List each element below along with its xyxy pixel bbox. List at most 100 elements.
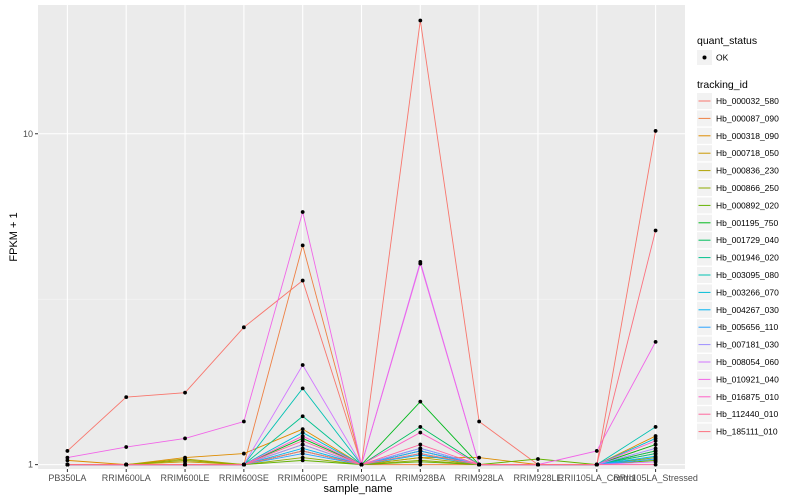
point-Hb_000032_580-1: [124, 395, 129, 399]
point-Hb_000892_020-6: [418, 459, 423, 464]
y-tick-label-1: 10: [23, 129, 33, 139]
x-tick-label-10: RRII105LA_Stressed: [613, 473, 698, 483]
point-Hb_010921_040-6: [418, 261, 423, 266]
point-Hb_112440_010-10: [653, 462, 658, 467]
legend-quant-status-items: OK: [697, 50, 729, 65]
point-Hb_005656_110-10: [653, 457, 658, 461]
x-tick-label-3: RRIM600SE: [219, 473, 269, 483]
point-Hb_000032_580-2: [183, 390, 187, 395]
x-tick-label-7: RRIM928LA: [455, 473, 504, 483]
point-Hb_008054_060-4: [300, 363, 305, 367]
legend-label-Hb_000087_090: Hb_000087_090: [716, 113, 779, 123]
y-tick-label-0: 1: [28, 460, 33, 470]
point-Hb_000318_090-7: [477, 455, 482, 460]
legend: quant_status OK tracking_id Hb_000032_58…: [697, 35, 779, 440]
point-Hb_185111_010-8: [536, 462, 540, 467]
legend-label-Hb_001946_020: Hb_001946_020: [716, 253, 779, 263]
point-Hb_004267_030-10: [653, 454, 658, 459]
legend-label-Hb_000032_580: Hb_000032_580: [716, 96, 779, 106]
point-Hb_000836_230-6: [418, 455, 423, 460]
point-Hb_000032_580-3: [241, 325, 246, 330]
legend-label-Hb_010921_040: Hb_010921_040: [716, 374, 779, 384]
point-Hb_007181_030-10: [653, 446, 658, 451]
point-Hb_001195_750-10: [653, 442, 658, 447]
point-Hb_001195_750-6: [418, 399, 423, 404]
point-Hb_185111_010-1: [124, 462, 129, 467]
point-Hb_000087_090-6: [418, 462, 423, 467]
point-Hb_016875_010-10: [653, 438, 658, 443]
point-Hb_185111_010-3: [241, 462, 246, 467]
point-Hb_001729_040-6: [418, 425, 423, 429]
point-Hb_016875_010-4: [300, 434, 305, 438]
legend-quant-label-0: OK: [716, 53, 729, 63]
legend-tracking-id-items: Hb_000032_580 Hb_000087_090 Hb_000318_090 H…: [697, 93, 779, 440]
point-Hb_010921_040-1: [124, 445, 129, 449]
legend-label-Hb_016875_010: Hb_016875_010: [716, 392, 779, 402]
legend-label-Hb_000318_090: Hb_000318_090: [716, 131, 779, 141]
legend-label-Hb_185111_010: Hb_185111_010: [716, 427, 778, 437]
legend-label-Hb_001729_040: Hb_001729_040: [716, 235, 779, 245]
x-tick-label-2: RRIM600LE: [161, 473, 210, 483]
point-Hb_185111_010-4: [300, 449, 305, 453]
legend-label-Hb_003266_070: Hb_003266_070: [716, 287, 779, 297]
legend-label-Hb_003095_080: Hb_003095_080: [716, 270, 779, 280]
point-Hb_005656_110-4: [300, 451, 305, 456]
legend-label-Hb_004267_030: Hb_004267_030: [716, 305, 779, 315]
point-Hb_185111_010-7: [477, 462, 482, 467]
point-Hb_000032_580-7: [477, 419, 482, 424]
point-Hb_000866_250-4: [300, 455, 305, 460]
point-Hb_112440_010-6: [418, 442, 423, 447]
point-Hb_000892_020-8: [536, 457, 540, 461]
legend-label-Hb_001195_750: Hb_001195_750: [716, 218, 779, 228]
point-Hb_007181_030-4: [300, 442, 305, 447]
x-tick-label-5: RRIM901LA: [337, 473, 386, 483]
x-tick-label-6: RRIM928BA: [395, 473, 445, 483]
point-Hb_010921_040-4: [300, 210, 305, 214]
point-Hb_010921_040-10: [653, 339, 658, 344]
point-Hb_010921_040-3: [241, 419, 246, 424]
point-Hb_185111_010-10: [653, 228, 658, 233]
point-Hb_003095_080-4: [300, 386, 305, 391]
series-points: [65, 18, 658, 467]
point-Hb_010921_040-2: [183, 436, 187, 441]
point-Hb_000318_090-4: [300, 427, 305, 432]
legend-label-Hb_000866_250: Hb_000866_250: [716, 183, 779, 193]
point-Hb_185111_010-9: [594, 462, 599, 467]
point-Hb_185111_010-5: [359, 462, 364, 467]
point-Hb_000032_580-0: [65, 449, 70, 453]
point-Hb_000318_090-0: [65, 458, 70, 463]
legend-label-Hb_000892_020: Hb_000892_020: [716, 200, 779, 210]
x-axis: PB350LA RRIM600LA RRIM600LE RRIM600SE RRIM60…: [48, 469, 698, 483]
point-Hb_185111_010-6: [418, 451, 423, 456]
x-tick-label-0: PB350LA: [48, 473, 86, 483]
point-Hb_000032_580-6: [418, 18, 423, 23]
point-Hb_000032_580-10: [653, 129, 658, 133]
legend-label-Hb_000718_050: Hb_000718_050: [716, 148, 779, 158]
point-Hb_112440_010-4: [300, 438, 305, 443]
point-Hb_001946_020-10: [653, 451, 658, 456]
point-Hb_003095_080-10: [653, 425, 658, 429]
point-Hb_185111_010-0: [65, 462, 70, 467]
x-axis-title: sample_name: [323, 483, 392, 495]
legend-label-Hb_000836_230: Hb_000836_230: [716, 166, 779, 176]
point-Hb_001946_020-4: [300, 414, 305, 419]
x-tick-label-1: RRIM600LA: [102, 473, 151, 483]
point-Hb_000318_090-3: [241, 451, 246, 456]
legend-quant-dot-0: [702, 55, 707, 60]
legend-label-Hb_007181_030: Hb_007181_030: [716, 340, 779, 350]
x-tick-label-8: RRIM928LE: [513, 473, 562, 483]
point-Hb_008054_060-10: [653, 459, 658, 464]
point-Hb_000087_090-4: [300, 243, 305, 248]
x-tick-label-9: RRII105LA_Control: [558, 473, 636, 483]
point-Hb_000892_020-4: [300, 458, 305, 463]
legend-label-Hb_112440_010: Hb_112440_010: [716, 409, 779, 419]
point-Hb_010921_040-0: [65, 455, 70, 460]
point-Hb_000866_250-2: [183, 458, 187, 463]
y-axis: 1 10: [23, 129, 38, 470]
x-tick-label-4: RRIM600PE: [278, 473, 328, 483]
y-axis-title: FPKM + 1: [8, 212, 20, 261]
point-Hb_007181_030-6: [418, 446, 423, 451]
point-Hb_185111_010-2: [183, 462, 187, 467]
point-Hb_010921_040-9: [594, 449, 599, 453]
